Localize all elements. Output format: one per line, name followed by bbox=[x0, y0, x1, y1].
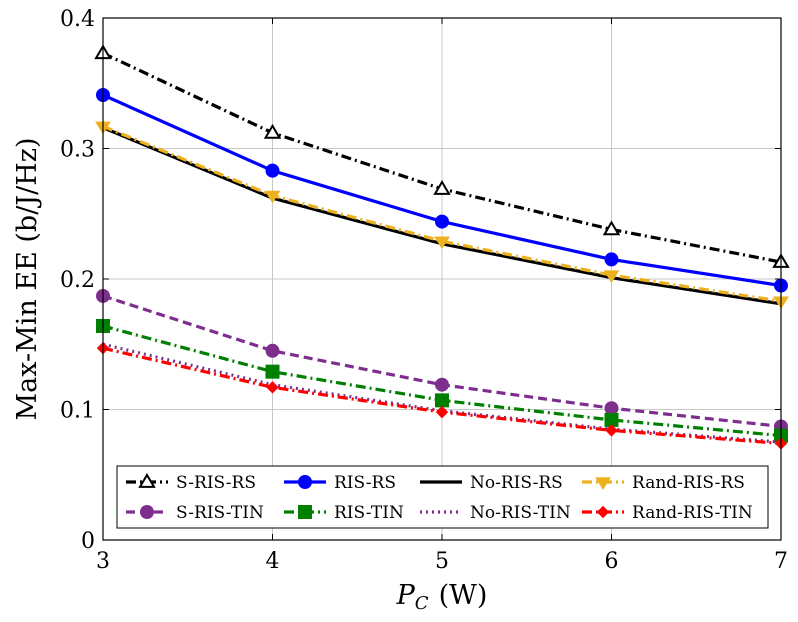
x-tick-label: 5 bbox=[435, 549, 449, 574]
legend-marker bbox=[595, 477, 611, 490]
legend-label: Rand-RIS-RS bbox=[632, 473, 745, 493]
data-point bbox=[605, 424, 618, 437]
data-point bbox=[263, 123, 282, 139]
legend-box bbox=[116, 465, 769, 529]
x-axis-symbol: P bbox=[396, 580, 416, 611]
legend-entry: Rand-RIS-TIN bbox=[582, 503, 753, 523]
series-rand-ris-rs bbox=[95, 121, 789, 310]
data-point bbox=[435, 393, 449, 408]
x-axis-subscript: C bbox=[415, 593, 429, 614]
x-axis-unit: (W) bbox=[439, 580, 488, 611]
legend-label: RIS-TIN bbox=[334, 503, 404, 523]
x-tick-label: 3 bbox=[96, 549, 110, 574]
series-line bbox=[102, 124, 782, 303]
data-point bbox=[602, 220, 621, 236]
legend-label: No-RIS-RS bbox=[470, 473, 563, 493]
legend-marker bbox=[298, 505, 312, 519]
legend-label: S-RIS-TIN bbox=[176, 503, 264, 523]
legend-marker bbox=[298, 475, 312, 489]
data-point bbox=[435, 214, 449, 229]
y-axis-title: Max-Min EE (b/J/Hz) bbox=[12, 137, 43, 420]
data-point bbox=[435, 405, 449, 419]
legend: S-RIS-RS RIS-RS No-RIS-RS Rand-RIS-RS S-RIS-… bbox=[116, 465, 769, 529]
legend-entry: RIS-RS bbox=[284, 473, 396, 493]
x-tick-label: 4 bbox=[266, 549, 280, 574]
data-point bbox=[266, 381, 279, 394]
data-point bbox=[433, 179, 451, 195]
y-tick-label: 0.4 bbox=[60, 7, 95, 32]
series-layer bbox=[94, 44, 790, 450]
y-tick-label: 0.3 bbox=[60, 138, 95, 163]
legend-entry: Rand-RIS-RS bbox=[582, 473, 745, 493]
ticks: 3 4 5 6 7 0 0.1 0.2 0.3 0.4 bbox=[60, 7, 788, 574]
x-tick-label: 7 bbox=[774, 549, 788, 574]
y-tick-label: 0 bbox=[81, 529, 95, 554]
legend-marker bbox=[596, 505, 610, 519]
legend-marker bbox=[138, 473, 156, 488]
grid bbox=[102, 17, 782, 541]
legend-entry: S-RIS-RS bbox=[126, 473, 256, 493]
x-axis-title: PC (W) bbox=[396, 580, 488, 614]
data-point bbox=[603, 270, 620, 284]
legend-entry: No-RIS-TIN bbox=[420, 503, 571, 523]
legend-entry: RIS-TIN bbox=[284, 503, 404, 523]
data-point bbox=[265, 163, 280, 178]
series-s-ris-rs bbox=[94, 44, 790, 268]
legend-label: Rand-RIS-TIN bbox=[632, 503, 753, 523]
legend-label: No-RIS-TIN bbox=[470, 503, 571, 523]
x-tick-label: 6 bbox=[605, 549, 619, 574]
data-point bbox=[265, 364, 280, 379]
legend-label: RIS-RS bbox=[334, 473, 396, 493]
data-point bbox=[264, 190, 281, 204]
legend-entry: S-RIS-TIN bbox=[126, 503, 264, 523]
legend-label: S-RIS-RS bbox=[176, 473, 256, 493]
data-point bbox=[604, 252, 619, 267]
data-point bbox=[604, 401, 619, 416]
legend-entry: No-RIS-RS bbox=[420, 473, 563, 493]
y-tick-label: 0.2 bbox=[60, 268, 95, 293]
data-point bbox=[435, 377, 449, 392]
data-point bbox=[434, 236, 450, 250]
data-point bbox=[265, 343, 280, 358]
legend-marker bbox=[140, 505, 154, 519]
series-rand-ris-tin bbox=[96, 341, 788, 450]
y-tick-label: 0.1 bbox=[60, 399, 95, 424]
